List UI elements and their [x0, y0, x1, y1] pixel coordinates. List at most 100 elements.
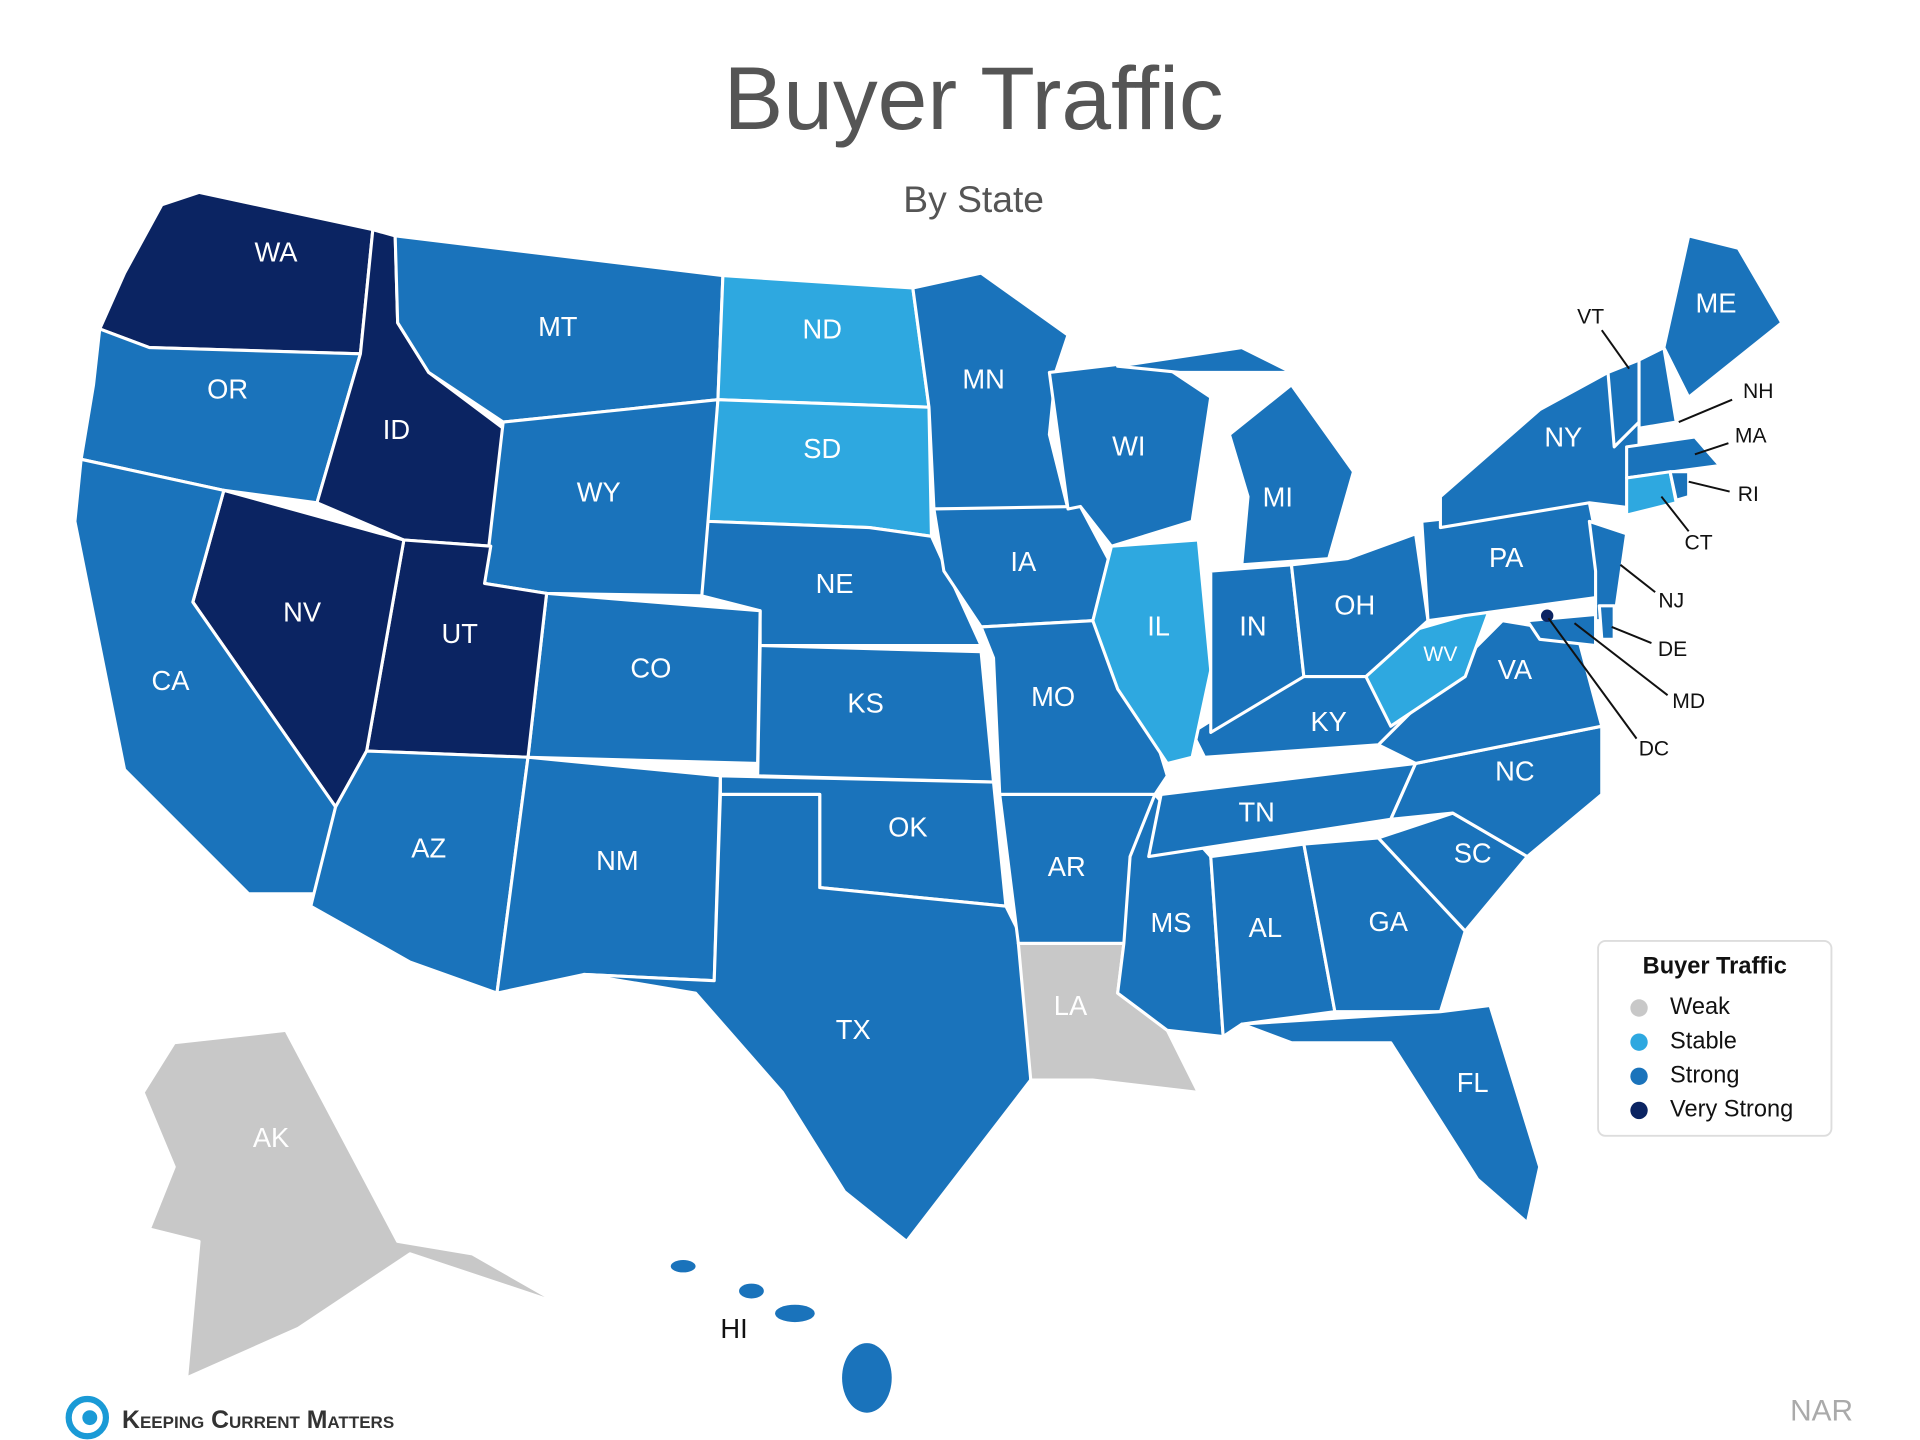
leader-labels: VT NH MA RI CT NJ DE MD DC — [1547, 305, 1773, 760]
legend-swatch — [1630, 999, 1648, 1017]
legend-swatch — [1630, 1033, 1648, 1051]
state-label: CT — [1685, 531, 1713, 554]
state-label: OH — [1334, 589, 1375, 620]
logo — [65, 1395, 110, 1440]
state-label: GA — [1369, 906, 1409, 937]
state-label: ME — [1696, 288, 1737, 319]
hawaii — [670, 1260, 892, 1413]
legend-items: Weak Stable Strong Very Strong — [1630, 993, 1793, 1122]
state-label: MD — [1672, 690, 1705, 713]
state-label: OK — [888, 811, 927, 842]
brand: Keeping Current Matters — [65, 1395, 394, 1440]
state-shape — [1597, 604, 1616, 641]
state-label: ID — [383, 414, 410, 445]
state-label: KY — [1310, 706, 1346, 737]
state-label: IL — [1147, 610, 1170, 641]
leader-line — [1660, 495, 1690, 532]
state-shape — [1625, 435, 1722, 480]
state-shape — [1240, 1003, 1542, 1225]
state-shape — [1540, 609, 1554, 622]
state-label: RI — [1738, 483, 1759, 506]
state-shape — [775, 1304, 815, 1323]
leader-line — [1619, 564, 1656, 593]
state-shape — [1625, 470, 1678, 517]
state-shape — [1302, 836, 1467, 1014]
state-label: TX — [836, 1014, 871, 1045]
state-labels: WA ID NV UT OR CA MT WY CO AZ NM NE KS O… — [152, 237, 1737, 1344]
state-label: TN — [1238, 797, 1274, 828]
state-shape — [1668, 470, 1691, 502]
state-label: CO — [630, 653, 671, 684]
state-label: MA — [1735, 425, 1768, 448]
state-label: MS — [1151, 907, 1192, 938]
state-label: CA — [152, 665, 191, 696]
state-shape — [700, 519, 983, 648]
state-shape — [141, 1028, 561, 1380]
state-label: SD — [803, 433, 841, 464]
state-label: MI — [1263, 481, 1293, 512]
state-shape — [842, 1343, 892, 1413]
state-label: KS — [847, 687, 883, 718]
state-label: NV — [283, 597, 322, 628]
leader-line — [1573, 622, 1669, 696]
state-shape — [670, 1260, 696, 1273]
state-shape — [1209, 842, 1337, 1039]
state-label: WV — [1423, 643, 1457, 666]
state-shape — [706, 398, 934, 538]
state-shape — [1116, 346, 1293, 374]
state-shape — [1227, 383, 1356, 567]
state-label: MO — [1031, 681, 1075, 712]
leader-line — [1688, 480, 1730, 493]
state-shape — [1637, 346, 1678, 430]
state-label: NE — [816, 568, 854, 599]
title: Buyer Traffic — [724, 48, 1224, 148]
state-label: AL — [1249, 912, 1282, 943]
state-label: MT — [538, 311, 578, 342]
state-label: PA — [1489, 542, 1524, 573]
state-label: VA — [1498, 654, 1533, 685]
legend-swatch — [1630, 1067, 1648, 1085]
state-label: SC — [1454, 838, 1492, 869]
state-shape — [582, 792, 1033, 1243]
state-label: AR — [1048, 851, 1086, 882]
state-label: NM — [596, 845, 638, 876]
state-label: DE — [1658, 638, 1687, 661]
legend-label: Weak — [1670, 993, 1730, 1019]
state-shape — [79, 327, 362, 505]
logo — [82, 1410, 98, 1426]
state-label: WI — [1112, 430, 1145, 461]
state-label: NY — [1544, 422, 1582, 453]
state-label: LA — [1054, 990, 1088, 1021]
state-label: NJ — [1658, 590, 1684, 613]
legend-label: Strong — [1670, 1062, 1739, 1088]
state-shape — [1662, 234, 1784, 399]
state-label: DC — [1639, 737, 1669, 760]
legend-label: Very Strong — [1670, 1096, 1793, 1122]
state-shape — [739, 1283, 764, 1299]
legend-swatch — [1630, 1101, 1648, 1120]
legend-label: Stable — [1670, 1027, 1737, 1053]
state-label: IN — [1239, 610, 1266, 641]
state-shape — [1091, 538, 1213, 765]
state-label: FL — [1457, 1067, 1489, 1098]
leader-line — [1547, 617, 1638, 740]
states — [73, 190, 1784, 1413]
legend-title: Buyer Traffic — [1643, 952, 1787, 978]
source: NAR — [1790, 1395, 1853, 1428]
state-shape — [911, 271, 1070, 511]
state-shape — [1525, 612, 1598, 648]
state-shape — [98, 190, 375, 356]
legend: Buyer Traffic Weak Stable Strong Very Stron… — [1597, 940, 1833, 1137]
state-label: IA — [1010, 546, 1037, 577]
state-label: UT — [442, 618, 479, 649]
state-label: AK — [253, 1122, 289, 1153]
leader-line — [1611, 625, 1652, 644]
legend-box — [1597, 940, 1833, 1137]
state-label: ND — [802, 314, 841, 345]
state-label: WA — [255, 237, 299, 268]
state-label: AZ — [411, 833, 446, 864]
state-label: HI — [720, 1313, 747, 1344]
state-label: VT — [1577, 305, 1604, 328]
state-label: NC — [1495, 756, 1534, 787]
